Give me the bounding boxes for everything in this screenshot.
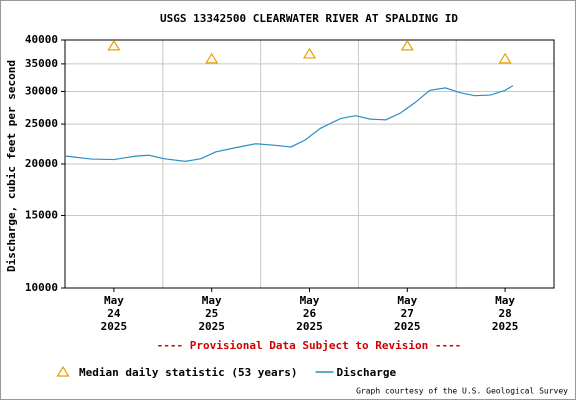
- y-tick-label: 10000: [25, 281, 58, 294]
- annotation: ---- Provisional Data Subject to Revisio…: [157, 339, 462, 352]
- x-tick-label: 2025: [492, 320, 519, 333]
- discharge-line: [65, 85, 514, 162]
- y-tick-label: 35000: [25, 57, 58, 70]
- median-marker: [498, 52, 512, 64]
- x-tick-label: 28: [498, 307, 511, 320]
- median-marker: [107, 39, 121, 51]
- x-tick-label: May: [300, 294, 320, 307]
- median-marker: [400, 39, 414, 51]
- y-tick-label: 20000: [25, 157, 58, 170]
- x-tick-label: 25: [205, 307, 218, 320]
- x-tick-label: 2025: [296, 320, 323, 333]
- x-tick-label: 2025: [198, 320, 225, 333]
- legend-label: Median daily statistic (53 years): [79, 366, 298, 379]
- plot-border: [64, 39, 555, 289]
- credit: Graph courtesy of the U.S. Geological Su…: [356, 387, 568, 396]
- legend-marker: [56, 365, 70, 377]
- legend-label: Discharge: [337, 366, 397, 379]
- y-tick-label: 15000: [25, 208, 58, 221]
- chart-title: USGS 13342500 CLEARWATER RIVER AT SPALDI…: [160, 12, 458, 25]
- x-tick-label: 27: [401, 307, 414, 320]
- median-marker: [205, 52, 219, 64]
- x-tick-label: 2025: [394, 320, 421, 333]
- x-tick-label: 26: [303, 307, 317, 320]
- x-tick-label: May: [202, 294, 222, 307]
- x-tick-label: 2025: [101, 320, 128, 333]
- y-tick-label: 25000: [25, 117, 58, 130]
- x-tick-label: 24: [107, 307, 121, 320]
- median-marker: [302, 47, 317, 59]
- x-tick-label: May: [397, 294, 417, 307]
- y-axis-label: Discharge, cubic feet per second: [5, 60, 18, 272]
- y-tick-label: 30000: [25, 84, 58, 97]
- x-tick-label: May: [104, 294, 124, 307]
- x-tick-label: May: [495, 294, 515, 307]
- y-tick-label: 40000: [25, 33, 58, 46]
